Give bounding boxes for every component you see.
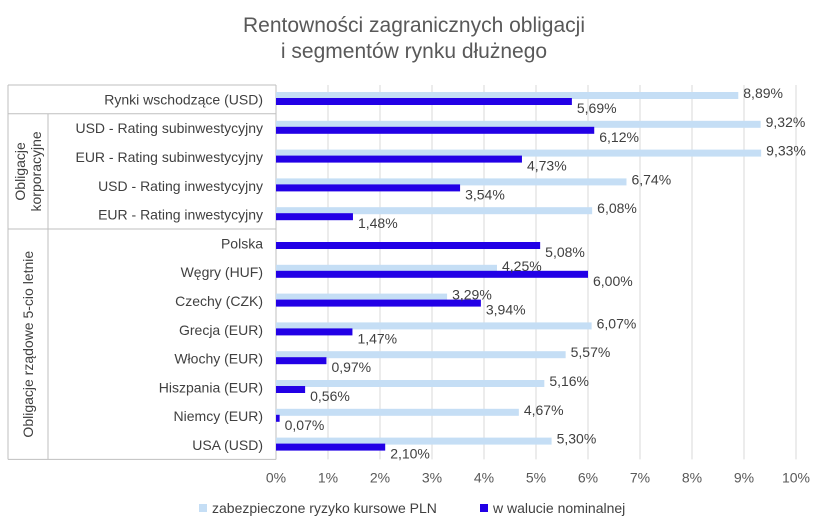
bar-zabezpieczone <box>276 408 519 416</box>
x-tick-label: 8% <box>682 469 702 485</box>
group-label: Obligacje rządowe 5-cio letnie <box>20 251 36 438</box>
data-label-zabezpieczone: 4,25% <box>502 258 542 274</box>
data-label-nominalna: 5,08% <box>545 244 585 260</box>
bar-zabezpieczone <box>276 351 566 359</box>
bar-nominalna <box>276 443 386 451</box>
data-label-zabezpieczone: 6,08% <box>597 200 637 216</box>
bar-nominalna <box>276 126 595 134</box>
bar-zabezpieczone <box>276 380 545 387</box>
x-tick-label: 9% <box>734 469 754 485</box>
bar-zabezpieczone <box>276 437 552 445</box>
data-label-zabezpieczone: 8,89% <box>743 85 783 101</box>
data-label-nominalna: 0,56% <box>310 388 350 404</box>
bar-nominalna <box>276 155 522 163</box>
bar-nominalna <box>276 242 541 249</box>
chart-title-line: i segmentów rynku dłużnego <box>281 40 547 63</box>
legend-swatch-nominalna <box>480 504 488 512</box>
category-label: USD - Rating subinwestycyjny <box>75 120 263 136</box>
data-label-zabezpieczone: 5,16% <box>549 373 589 389</box>
category-label: EUR - Rating subinwestycyjny <box>75 149 263 165</box>
bar-nominalna <box>276 299 481 307</box>
x-tick-label: 4% <box>474 469 494 485</box>
bar-zabezpieczone <box>276 322 592 330</box>
data-label-nominalna: 4,73% <box>527 158 567 174</box>
category-label: USD - Rating inwestycyjny <box>98 178 263 194</box>
category-label: EUR - Rating inwestycyjny <box>98 207 263 223</box>
bar-zabezpieczone <box>276 178 627 186</box>
data-label-nominalna: 6,00% <box>593 273 633 289</box>
bar-zabezpieczone <box>276 264 497 272</box>
bar-nominalna <box>276 98 572 105</box>
data-label-zabezpieczone: 5,57% <box>571 344 611 360</box>
category-label: Czechy (CZK) <box>175 293 263 309</box>
data-label-nominalna: 1,47% <box>357 330 397 346</box>
bar-zabezpieczone <box>276 207 593 215</box>
bar-zabezpieczone <box>276 293 448 301</box>
data-label-zabezpieczone: 4,67% <box>524 402 564 418</box>
data-label-nominalna: 3,54% <box>465 186 505 202</box>
group-label: korporacyjne <box>28 131 44 211</box>
x-tick-label: 7% <box>630 469 650 485</box>
x-tick-label: 2% <box>370 469 390 485</box>
x-tick-label: 0% <box>266 469 286 485</box>
data-label-nominalna: 5,69% <box>577 100 617 116</box>
data-label-nominalna: 0,07% <box>285 417 325 433</box>
legend-label-zabezpieczone: zabezpieczone ryzyko kursowe PLN <box>212 500 437 516</box>
data-label-nominalna: 0,97% <box>331 359 371 375</box>
x-tick-label: 10% <box>782 469 810 485</box>
bar-zabezpieczone <box>276 149 762 157</box>
data-label-zabezpieczone: 6,74% <box>631 171 671 187</box>
x-tick-label: 3% <box>422 469 442 485</box>
x-tick-label: 6% <box>578 469 598 485</box>
data-label-nominalna: 1,48% <box>358 215 398 231</box>
x-tick-label: 1% <box>318 469 338 485</box>
category-label: Polska <box>221 235 263 251</box>
legend-label-nominalna: w walucie nominalnej <box>492 500 625 516</box>
data-label-nominalna: 3,94% <box>486 302 526 318</box>
data-label-zabezpieczone: 3,29% <box>452 287 492 303</box>
category-label: Hiszpania (EUR) <box>159 379 263 395</box>
group-label: Obligacje <box>12 142 28 201</box>
bar-nominalna <box>276 357 327 365</box>
category-label: Grecja (EUR) <box>179 322 263 338</box>
bar-nominalna <box>276 213 353 221</box>
data-label-zabezpieczone: 9,32% <box>766 114 806 130</box>
category-label: Rynki wschodzące (USD) <box>104 91 263 107</box>
data-label-zabezpieczone: 9,33% <box>766 143 806 159</box>
bar-nominalna <box>276 184 461 192</box>
data-label-nominalna: 6,12% <box>599 129 639 145</box>
bar-nominalna <box>276 386 306 393</box>
x-tick-label: 5% <box>526 469 546 485</box>
data-label-zabezpieczone: 6,07% <box>597 315 637 331</box>
bar-zabezpieczone <box>276 92 739 99</box>
bar-nominalna <box>276 328 353 336</box>
bar-nominalna <box>276 270 588 278</box>
bar-nominalna <box>276 414 280 422</box>
chart-title-line: Rentowności zagranicznych obligacji <box>243 14 585 37</box>
legend-swatch-zabezpieczone <box>199 504 207 512</box>
category-label: Węgry (HUF) <box>181 264 263 280</box>
bar-zabezpieczone <box>276 120 761 128</box>
category-label: USA (USD) <box>192 437 263 453</box>
data-label-nominalna: 2,10% <box>390 446 430 462</box>
data-label-zabezpieczone: 5,30% <box>557 431 597 447</box>
category-label: Niemcy (EUR) <box>174 408 263 424</box>
category-label: Włochy (EUR) <box>174 351 263 367</box>
